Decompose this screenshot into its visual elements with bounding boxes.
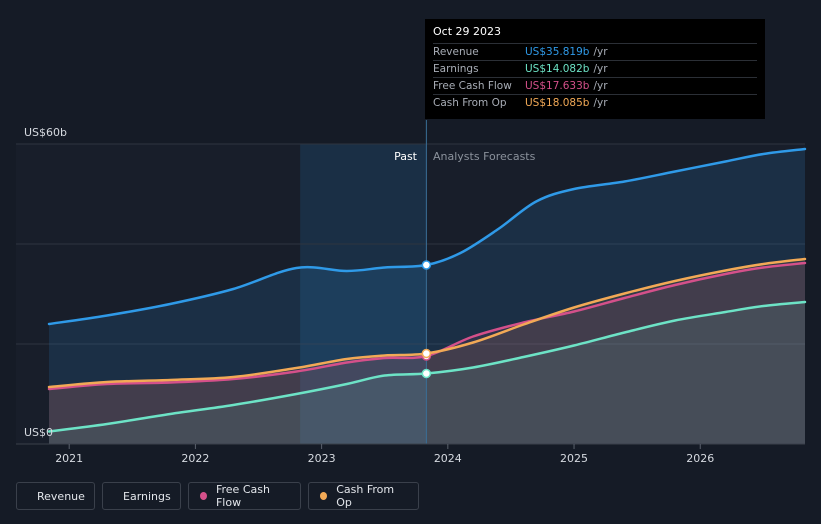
legend-label: Earnings	[123, 489, 171, 503]
tooltip-unit: /yr	[593, 97, 608, 109]
legend-label: Cash From Op	[336, 483, 395, 509]
y-axis-top-label: US$60b	[24, 126, 67, 139]
cash-from-op-dot-icon	[320, 492, 328, 500]
chart: US$60b US$0 Past Analysts Forecasts 2021…	[16, 120, 807, 465]
divider-markers	[421, 260, 432, 379]
tooltip-value: US$17.633b	[525, 80, 590, 92]
area-free-cash-flow	[49, 263, 805, 444]
past-label: Past	[394, 150, 418, 163]
line-revenue	[47, 147, 807, 326]
past-shade	[300, 144, 427, 444]
tooltip-row-earnings: Earnings US$14.082b /yr	[433, 60, 757, 77]
tooltip-unit: /yr	[593, 63, 608, 75]
x-tick-label: 2022	[181, 452, 209, 465]
tooltip: Oct 29 2023 Revenue US$35.819b /yr Earni…	[425, 19, 765, 119]
tooltip-row-cash-from-op: Cash From Op US$18.085b /yr	[433, 94, 757, 111]
series-lines	[47, 147, 807, 433]
marker-revenue	[421, 260, 432, 270]
legend-label: Free Cash Flow	[215, 483, 270, 509]
area-cash-from-op	[49, 259, 805, 444]
tooltip-row-free-cash-flow: Free Cash Flow US$17.633b /yr	[433, 77, 757, 94]
marker-cash-from-op	[421, 348, 432, 359]
line-free-cash-flow	[47, 261, 807, 391]
forecast-label: Analysts Forecasts	[433, 150, 536, 163]
tooltip-label: Free Cash Flow	[433, 80, 512, 92]
x-tick-label: 2023	[308, 452, 336, 465]
area-earnings	[49, 302, 805, 444]
free-cash-flow-dot-icon	[200, 492, 207, 500]
marker-earnings	[421, 368, 432, 379]
tooltip-label: Cash From Op	[433, 97, 507, 109]
legend-item-revenue[interactable]: Revenue	[16, 482, 95, 510]
x-tick-label: 2025	[560, 452, 588, 465]
x-tick-label: 2026	[686, 452, 714, 465]
y-axis-bottom-label: US$0	[24, 426, 53, 439]
x-axis-ticks: 2021 2022 2023 2024 2025 2026	[16, 443, 805, 465]
tooltip-unit: /yr	[593, 80, 608, 92]
legend: Revenue Earnings Free Cash Flow Cash Fro…	[16, 482, 419, 510]
tooltip-value: US$18.085b	[525, 97, 590, 109]
line-cash-from-op	[47, 257, 807, 389]
legend-item-free-cash-flow[interactable]: Free Cash Flow	[188, 482, 301, 510]
x-tick-label: 2021	[55, 452, 83, 465]
tooltip-row-revenue: Revenue US$35.819b /yr	[433, 43, 757, 60]
legend-label: Revenue	[37, 489, 85, 503]
legend-item-earnings[interactable]: Earnings	[102, 482, 181, 510]
tooltip-label: Revenue	[433, 46, 479, 58]
series-areas	[49, 149, 805, 444]
tooltip-value: US$35.819b	[525, 46, 590, 58]
line-earnings	[47, 300, 807, 433]
tooltip-label: Earnings	[433, 63, 479, 75]
tooltip-value: US$14.082b	[525, 63, 590, 75]
tooltip-date: Oct 29 2023	[433, 25, 502, 38]
legend-item-cash-from-op[interactable]: Cash From Op	[308, 482, 419, 510]
tooltip-unit: /yr	[593, 46, 608, 58]
area-revenue	[49, 149, 805, 444]
plot-background	[16, 144, 805, 444]
x-tick-label: 2024	[434, 452, 462, 465]
